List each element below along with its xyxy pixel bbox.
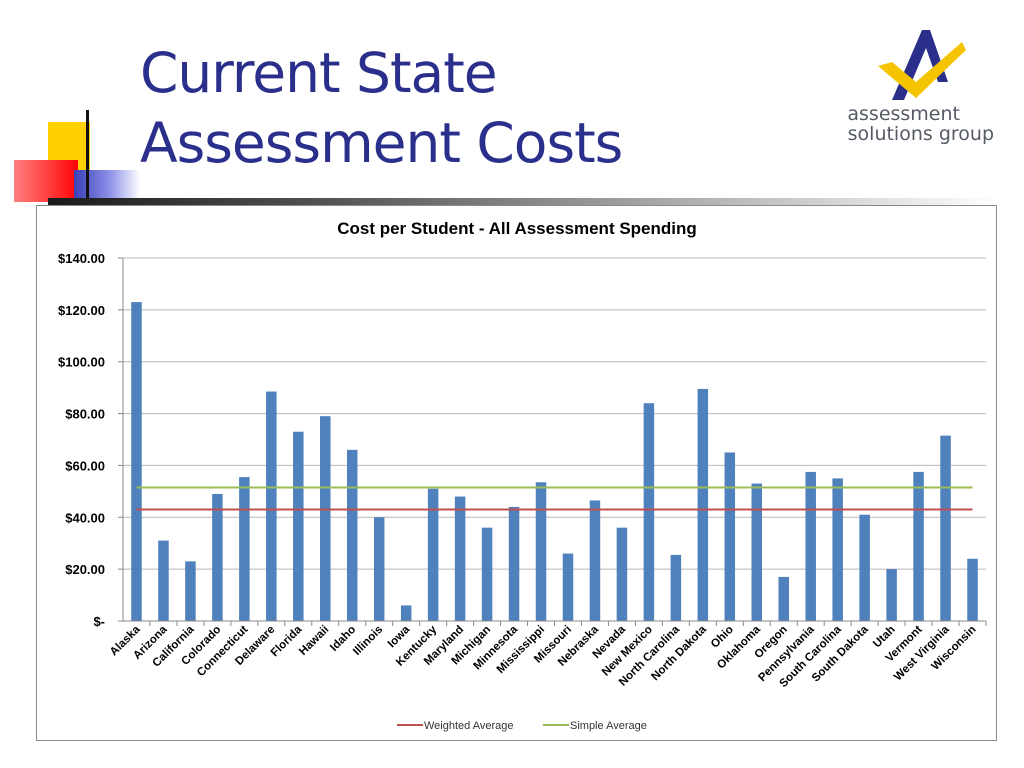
bar-pennsylvania — [805, 471, 816, 621]
bar-iowa — [400, 605, 412, 621]
bar-west-virginia — [940, 435, 951, 621]
bar-connecticut — [239, 477, 250, 621]
bar-oregon — [778, 576, 789, 621]
logo-text-line1: assessment — [847, 103, 960, 125]
bar-california — [185, 561, 196, 621]
bar-alaska — [131, 302, 142, 621]
bar-kentucky — [427, 488, 439, 621]
bar-hawaii — [320, 416, 331, 621]
x-tick-label: Florida — [269, 623, 305, 659]
x-tick-label: Hawaii — [297, 624, 331, 658]
y-tick-label: $100.00 — [58, 355, 105, 370]
slide-title-line2: Assessment Costs — [140, 111, 623, 175]
bar-utah — [886, 569, 897, 621]
bar-delaware — [266, 391, 277, 621]
y-tick-label: $140.00 — [58, 251, 105, 266]
slide-title-line1: Current State — [140, 41, 498, 105]
y-tick-label: $120.00 — [58, 303, 105, 318]
bar-florida — [293, 431, 304, 621]
legend-label: Weighted Average — [424, 720, 514, 732]
bar-michigan — [481, 527, 493, 621]
decor-blue-square — [74, 170, 140, 200]
legend-label: Simple Average — [570, 720, 647, 732]
y-tick-label: $80.00 — [65, 407, 105, 422]
chart-frame: Cost per Student - All Assessment Spendi… — [36, 205, 997, 741]
bar-south-carolina — [832, 478, 843, 621]
bar-idaho — [346, 449, 358, 621]
bar-nebraska — [589, 500, 601, 621]
bar-vermont — [913, 471, 924, 621]
bar-minnesota — [508, 506, 520, 621]
company-logo: assessment solutions group — [830, 20, 1010, 150]
x-tick-label: Illinois — [351, 624, 385, 658]
bar-oklahoma — [751, 483, 763, 621]
bar-illinois — [373, 517, 385, 621]
logo-text-line2: solutions group — [847, 123, 994, 145]
slide-title: Current State Assessment Costs — [140, 38, 623, 178]
chart-title: Cost per Student - All Assessment Spendi… — [337, 219, 697, 238]
bar-wisconsin — [967, 558, 978, 621]
bar-north-dakota — [697, 388, 709, 621]
bar-chart: Cost per Student - All Assessment Spendi… — [58, 219, 987, 732]
bar-north-carolina — [670, 554, 682, 621]
bar-south-dakota — [859, 514, 870, 621]
y-tick-label: $40.00 — [65, 510, 105, 525]
bar-nevada — [616, 527, 628, 621]
bar-missouri — [562, 553, 574, 621]
decor-red-square — [14, 160, 78, 202]
decor-horizontal-rule — [48, 198, 998, 205]
bar-mississippi — [535, 482, 547, 621]
y-tick-label: $60.00 — [65, 458, 105, 473]
decor-vertical-line — [86, 110, 89, 205]
logo-a-check-icon — [878, 30, 966, 100]
bar-ohio — [724, 452, 736, 621]
bar-arizona — [158, 540, 169, 621]
bar-new-mexico — [643, 403, 655, 621]
bar-colorado — [212, 493, 223, 621]
bar-maryland — [454, 496, 466, 621]
y-tick-label: $- — [93, 614, 105, 629]
y-tick-label: $20.00 — [65, 562, 105, 577]
